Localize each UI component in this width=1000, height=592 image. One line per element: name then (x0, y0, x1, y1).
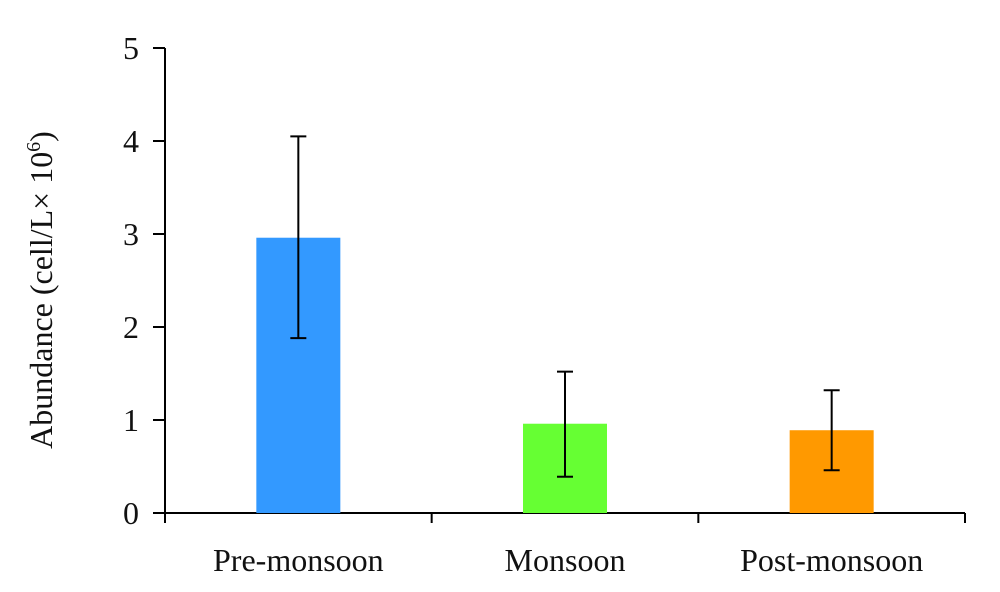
y-axis-title-end: ) (23, 131, 59, 142)
y-tick-label: 3 (123, 216, 139, 252)
x-category-label: Monsoon (505, 542, 626, 578)
y-tick-label: 0 (123, 495, 139, 531)
plot-area: 0 1 2 3 4 5 Pre-monsoon Monsoon Post-monsoon (123, 30, 966, 578)
y-axis-title-main: Abundance (cell/L× 10 (23, 152, 59, 449)
y-tick-label: 4 (123, 123, 139, 159)
y-tick-label: 5 (123, 30, 139, 66)
x-category-label: Post-monsoon (740, 542, 923, 578)
x-category-label: Pre-monsoon (213, 542, 384, 578)
y-tick-label: 1 (123, 402, 139, 438)
y-tick-label: 2 (123, 309, 139, 345)
y-axis-title-superscript: 6 (23, 142, 45, 152)
y-axis-title-text: Abundance (cell/L× 106) (23, 131, 59, 449)
y-axis-title: Abundance (cell/L× 106) (23, 131, 59, 449)
